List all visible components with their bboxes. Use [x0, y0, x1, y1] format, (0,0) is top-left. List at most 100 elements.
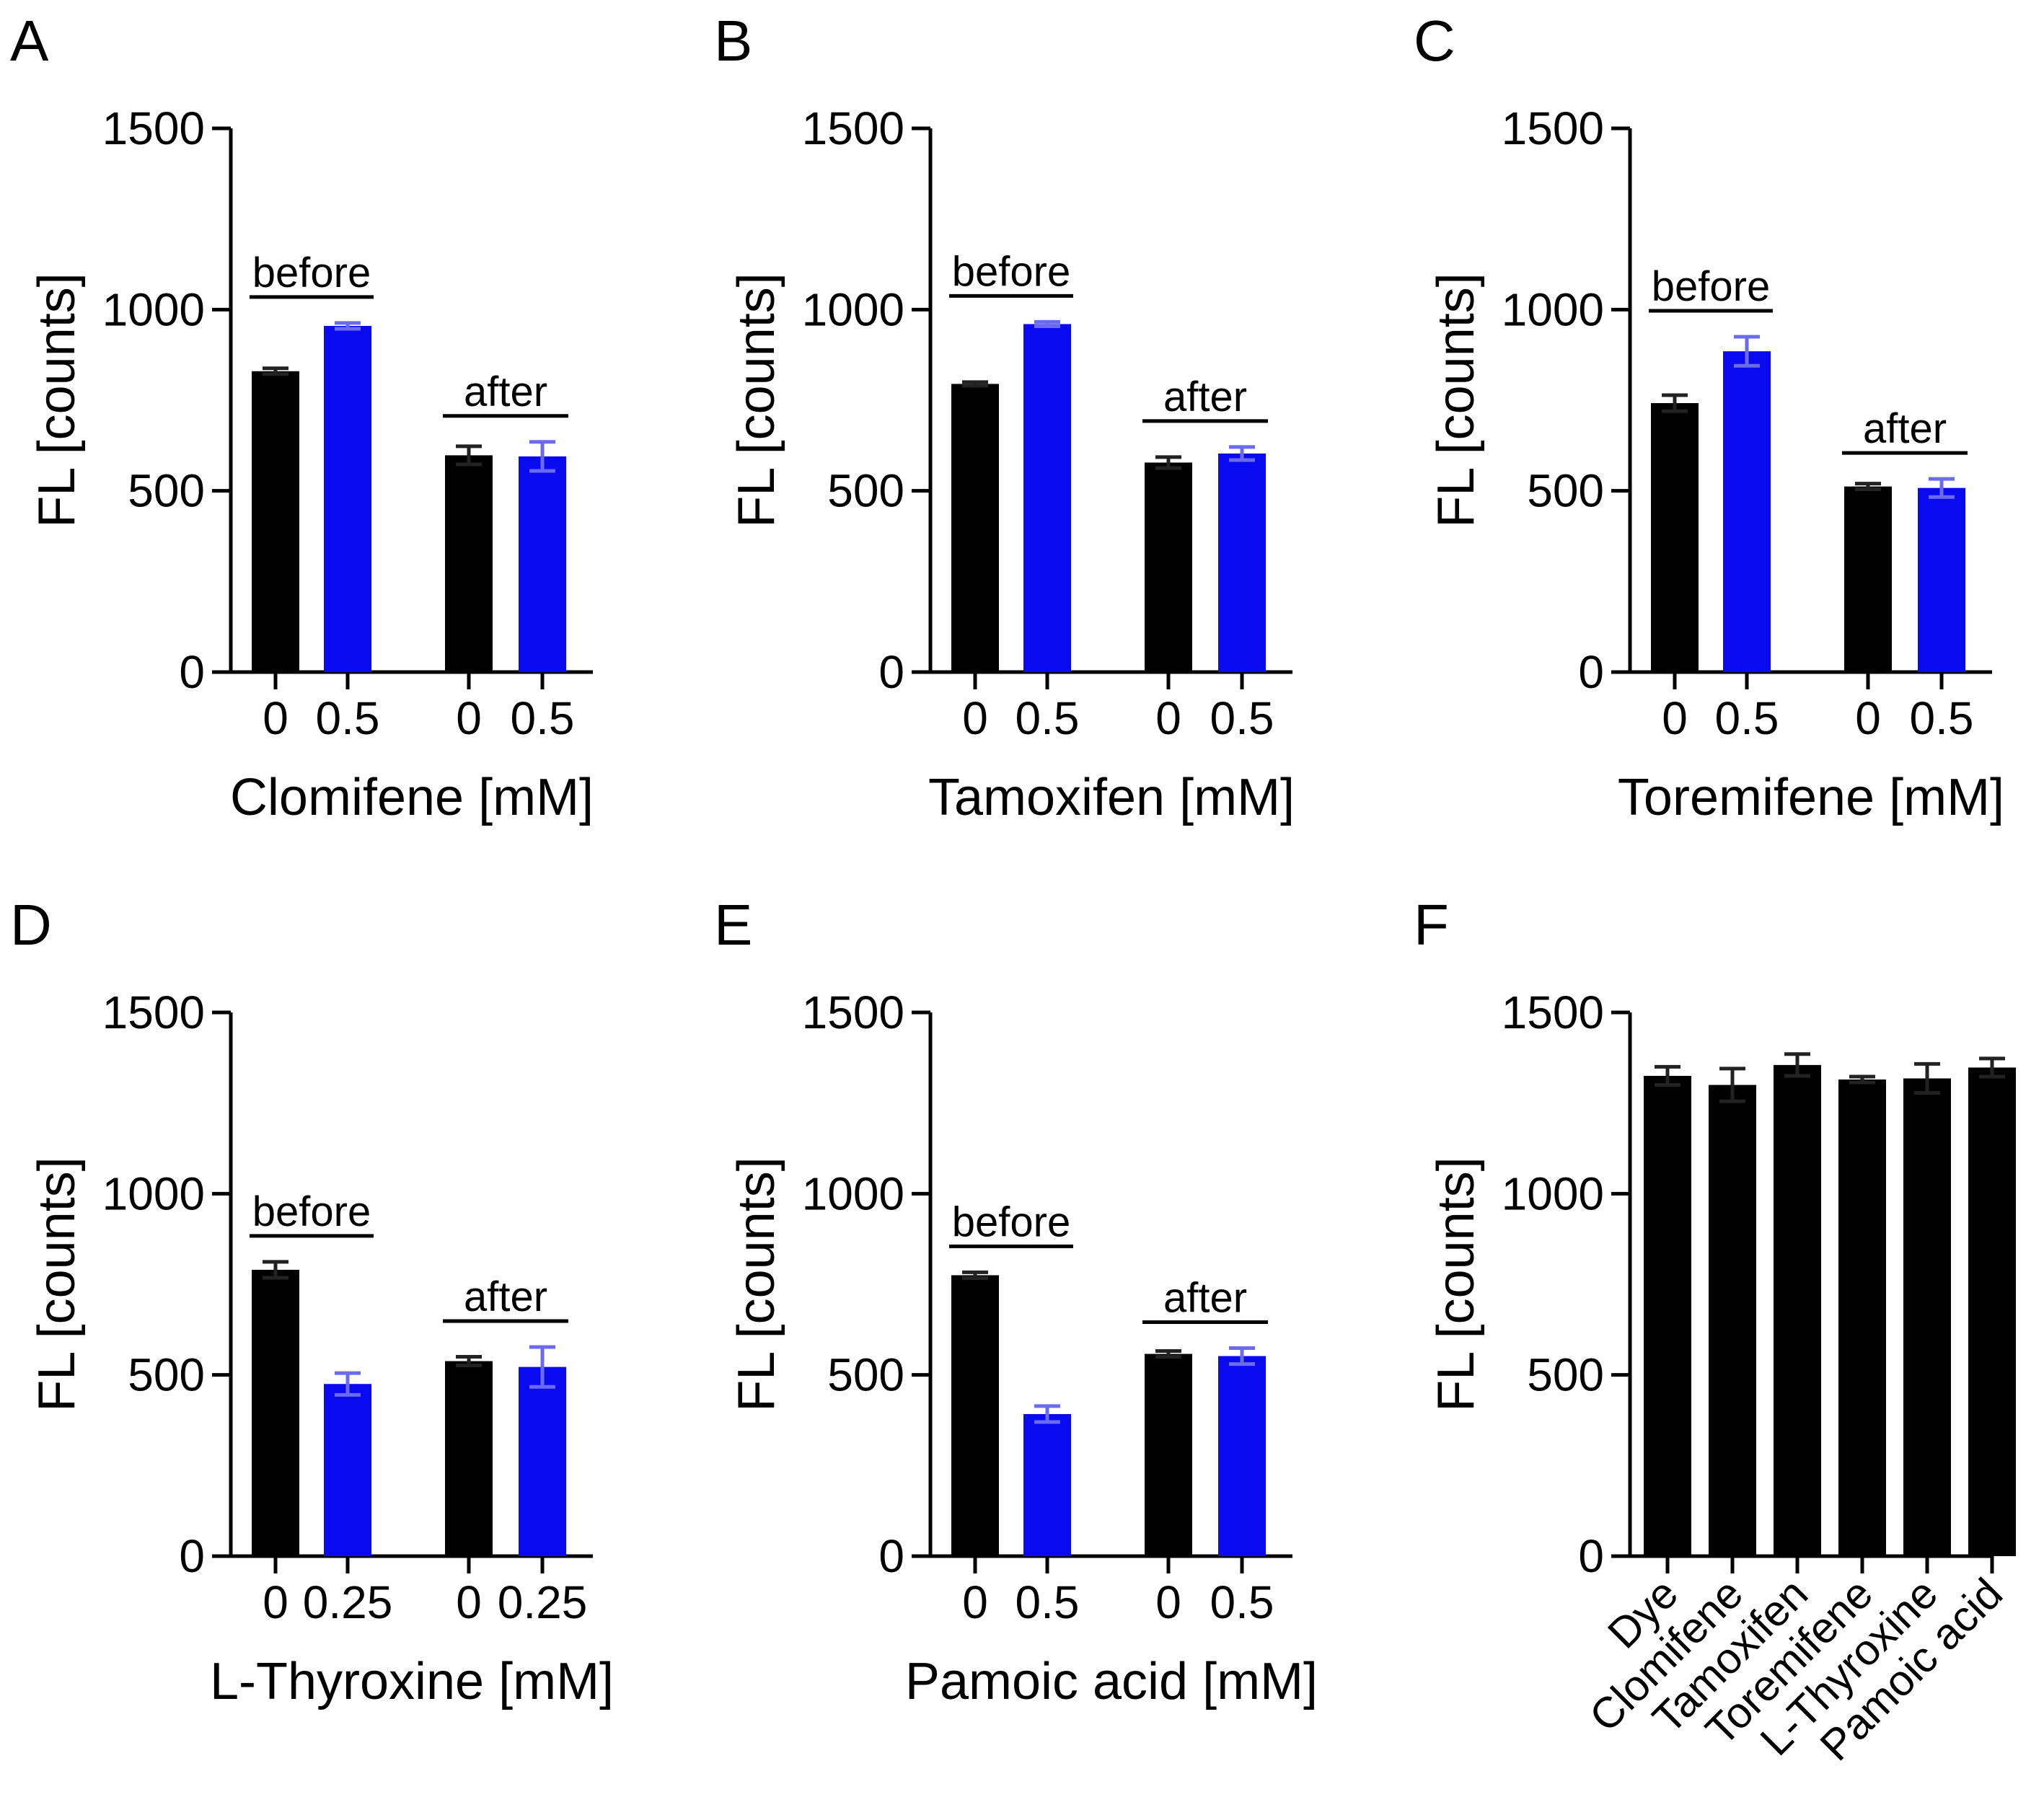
x-tick-label: 0.5: [1016, 692, 1080, 744]
x-tick-label: 0: [263, 692, 288, 744]
x-tick-label: 0.5: [511, 692, 575, 744]
bar: [445, 455, 493, 672]
bar: [1903, 1078, 1951, 1556]
y-tick-label: 0: [179, 1530, 205, 1582]
bar: [1651, 403, 1699, 672]
panel-letter: B: [714, 9, 752, 73]
y-tick-label: 0: [878, 646, 904, 698]
x-tick-label: 0: [263, 1576, 288, 1628]
y-axis-title: FL [counts]: [728, 273, 785, 528]
panel-letter: D: [10, 893, 52, 957]
y-tick-label: 0: [1578, 1530, 1604, 1582]
bar: [1968, 1067, 2016, 1556]
bar: [1023, 1413, 1071, 1556]
y-axis-title: FL [counts]: [728, 1157, 785, 1412]
x-tick-label: 0.5: [1715, 692, 1779, 744]
panel-c: C 0 500 1000 1500 FL [counts] 0 0.5 before 0 0.5 af…: [1414, 9, 2004, 826]
bar: [1774, 1064, 1821, 1556]
group-label: after: [1163, 1274, 1247, 1321]
y-tick-label: 500: [827, 465, 904, 517]
x-tick-label: 0: [1155, 1576, 1181, 1628]
group-label: after: [464, 1273, 547, 1320]
x-axis-title: Toremifene [mM]: [1618, 769, 2004, 826]
group-label: before: [252, 250, 371, 296]
group-label: before: [1652, 263, 1770, 310]
y-tick-label: 1500: [802, 986, 904, 1038]
x-tick-label: 0.5: [316, 692, 380, 744]
y-axis-title: FL [counts]: [1427, 273, 1485, 528]
y-axis-title: FL [counts]: [28, 1157, 86, 1412]
y-tick-label: 1500: [102, 986, 205, 1038]
bar: [1723, 351, 1771, 672]
y-tick-label: 1500: [1502, 102, 1604, 154]
bar: [1023, 324, 1071, 672]
group-label: after: [1163, 374, 1247, 420]
group-label: after: [464, 368, 547, 415]
group-label: before: [952, 1198, 1070, 1245]
y-tick-label: 500: [1527, 1349, 1604, 1401]
y-tick-label: 1000: [102, 1167, 205, 1219]
bar: [1844, 486, 1892, 672]
panel-e: E 0 500 1000 1500 FL [counts] 0 0.5 before 0 0.5 af…: [714, 893, 1318, 1710]
y-tick-label: 1000: [802, 1167, 904, 1219]
bar: [1644, 1075, 1691, 1556]
panel-b: B 0 500 1000 1500 FL [counts] 0 0.5 before 0 0.5 af…: [714, 9, 1295, 826]
panel-letter: F: [1414, 893, 1449, 957]
y-tick-label: 0: [878, 1530, 904, 1582]
x-tick-label: 0.5: [1910, 692, 1974, 744]
bar: [951, 384, 999, 672]
x-tick-label: 0.5: [1210, 1576, 1274, 1628]
y-tick-label: 1000: [1502, 1167, 1604, 1219]
bar: [1145, 1354, 1192, 1556]
panel-letter: C: [1414, 9, 1455, 73]
group-label: before: [952, 248, 1070, 295]
panel-a: A 0 500 1000 1500 FL [counts] 0 0.5 before 0 0.5 af…: [10, 9, 594, 826]
panel-letter: E: [714, 893, 752, 957]
bar: [519, 456, 566, 672]
y-axis-title: FL [counts]: [28, 273, 86, 528]
x-axis-title: Pamoic acid [mM]: [905, 1653, 1318, 1710]
bar: [252, 1269, 299, 1556]
y-tick-label: 1000: [102, 283, 205, 335]
y-tick-label: 1000: [1502, 283, 1604, 335]
bar: [1918, 487, 1965, 672]
bar: [519, 1366, 566, 1556]
x-tick-label: 0: [1855, 692, 1881, 744]
group-label: after: [1863, 405, 1947, 452]
y-tick-label: 1500: [1502, 986, 1604, 1038]
group-label: before: [252, 1188, 371, 1235]
x-axis-title: L-Thyroxine [mM]: [210, 1653, 614, 1710]
y-tick-label: 500: [1527, 465, 1604, 517]
bar: [951, 1275, 999, 1556]
y-tick-label: 0: [1578, 646, 1604, 698]
y-tick-label: 1000: [802, 283, 904, 335]
y-tick-label: 500: [827, 1349, 904, 1401]
x-tick-label: 0: [1155, 692, 1181, 744]
bar: [1838, 1079, 1886, 1556]
y-tick-label: 0: [179, 646, 205, 698]
y-tick-label: 500: [128, 1349, 205, 1401]
x-tick-label: 0.25: [498, 1576, 588, 1628]
y-axis-title: FL [counts]: [1427, 1157, 1485, 1412]
x-tick-label: 0.25: [303, 1576, 393, 1628]
bar: [252, 371, 299, 672]
x-tick-label: 0.5: [1210, 692, 1274, 744]
x-axis-title: Clomifene [mM]: [230, 769, 594, 826]
x-axis-title: Tamoxifen [mM]: [928, 769, 1295, 826]
y-tick-label: 500: [128, 465, 205, 517]
panel-letter: A: [10, 9, 49, 73]
bar: [1218, 453, 1266, 672]
bar: [445, 1361, 493, 1556]
x-tick-label: 0: [962, 692, 988, 744]
bar: [1145, 462, 1192, 672]
y-tick-label: 1500: [102, 102, 205, 154]
y-tick-label: 1500: [802, 102, 904, 154]
x-tick-label: 0: [456, 1576, 482, 1628]
x-tick-label: 0: [962, 1576, 988, 1628]
x-tick-label: 0: [1662, 692, 1688, 744]
bar: [324, 325, 371, 672]
x-tick-label: 0.5: [1016, 1576, 1080, 1628]
bar: [1709, 1085, 1756, 1556]
